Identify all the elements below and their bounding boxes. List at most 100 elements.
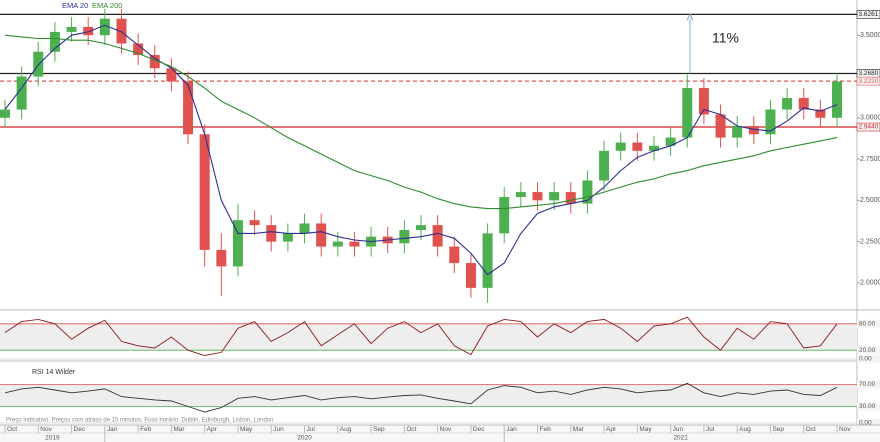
candle-body: [299, 223, 310, 234]
candle-body: [149, 55, 160, 69]
candle-body: [216, 249, 227, 267]
candle-body: [66, 26, 77, 32]
x-tick-label: Jun: [673, 426, 684, 433]
y-label-box: [857, 402, 880, 411]
candle-body: [166, 68, 177, 82]
y-tick-label: 0.00: [859, 356, 872, 363]
x-tick-label: Nov: [40, 426, 52, 433]
candle-body: [682, 88, 693, 138]
candle-body: [83, 26, 94, 36]
y-tick-label: 2.5000: [860, 197, 880, 204]
y-tick-label: 70.00: [859, 381, 876, 388]
x-tick-label: Jun: [273, 426, 284, 433]
candle-body: [515, 192, 526, 198]
candle-body: [665, 137, 676, 146]
x-tick-label: Sep: [373, 426, 385, 433]
candle-body: [416, 225, 427, 231]
candle-body: [199, 134, 210, 250]
x-tick-label: Oct: [7, 426, 17, 433]
candle-body: [615, 142, 626, 151]
x-tick-label: Apr: [606, 426, 617, 433]
x-tick-label: May: [240, 426, 253, 433]
y-tick-label: 0.00: [859, 420, 872, 427]
y-tick-label: 2.0000: [860, 280, 880, 287]
indicator-line: [4, 316, 838, 356]
level-label-box: [856, 122, 880, 132]
candle-body: [349, 241, 360, 247]
year-label: 2021: [673, 435, 688, 442]
y-tick-label: 3.5000: [860, 32, 880, 39]
candle-body: [732, 126, 743, 138]
candle-body: [232, 220, 243, 267]
y-label-box: [857, 319, 880, 328]
candle-body: [565, 192, 576, 204]
x-tick-label: Jan: [107, 426, 118, 433]
candle-body: [748, 126, 759, 135]
x-tick-label: Dec: [74, 426, 86, 433]
candle-body: [648, 145, 659, 151]
y-label-box: [857, 380, 880, 389]
legend-entry: EMA 20: [62, 1, 88, 10]
ema-line: [4, 24, 838, 276]
x-tick-label: Nov: [839, 426, 851, 433]
x-tick-label: Dec: [473, 426, 485, 433]
candle-body: [116, 18, 127, 44]
year-label: 2020: [297, 435, 312, 442]
candle-body: [482, 233, 493, 288]
x-tick-label: Feb: [140, 426, 152, 433]
candle-body: [183, 81, 194, 135]
x-tick-label: Oct: [806, 426, 816, 433]
candle-body: [399, 230, 410, 244]
year-label: 2019: [45, 435, 60, 442]
candle-body: [798, 97, 809, 110]
indicator-line: [4, 382, 838, 413]
x-tick-label: Apr: [207, 426, 218, 433]
candle-body: [632, 142, 643, 151]
y-label-box: [857, 346, 880, 355]
x-tick-label: Aug: [340, 426, 352, 433]
arrow-head: [686, 13, 694, 21]
candle-body: [765, 109, 776, 135]
x-tick-label: Nov: [440, 426, 452, 433]
x-tick-label: May: [639, 426, 652, 433]
x-tick-label: Aug: [739, 426, 751, 433]
candle-body: [332, 241, 343, 247]
level-label: 3.2680: [859, 70, 879, 77]
x-tick-label: Mar: [573, 426, 585, 433]
legend-entry: EMA 200: [92, 1, 122, 10]
candle-body: [465, 263, 476, 288]
x-tick-label: Sep: [772, 426, 784, 433]
level-label-box: [856, 76, 880, 86]
candle-body: [782, 97, 793, 110]
y-tick-label: 2.2500: [860, 238, 880, 245]
candle-body: [49, 31, 60, 52]
level-label: 3.6261: [859, 11, 879, 18]
y-tick-label: 30.00: [859, 403, 876, 410]
level-label: 2.9440: [859, 124, 879, 131]
candle-body: [582, 180, 593, 204]
y-label-box: [857, 419, 880, 427]
x-tick-label: Feb: [539, 426, 551, 433]
x-tick-label: Jan: [506, 426, 517, 433]
candle-body: [316, 223, 327, 247]
candle-body: [133, 43, 144, 56]
candle-body: [449, 246, 460, 264]
y-tick-label: 20.00: [859, 347, 876, 354]
x-tick-label: Jul: [307, 426, 316, 433]
candle-body: [499, 197, 510, 234]
candle-body: [599, 150, 610, 181]
annotation: 11%: [712, 30, 739, 46]
candle-body: [715, 114, 726, 138]
candle-body: [0, 109, 10, 118]
candle-body: [99, 18, 110, 36]
y-tick-label: 3.0000: [860, 115, 880, 122]
candle-body: [549, 192, 560, 201]
y-label-box: [857, 355, 880, 363]
y-tick-label: 80.00: [859, 321, 876, 328]
candle-body: [832, 81, 843, 118]
x-tick-label: Mar: [173, 426, 185, 433]
candle-body: [815, 109, 826, 118]
level-label: 3.2220: [859, 78, 879, 85]
band: [0, 384, 857, 407]
